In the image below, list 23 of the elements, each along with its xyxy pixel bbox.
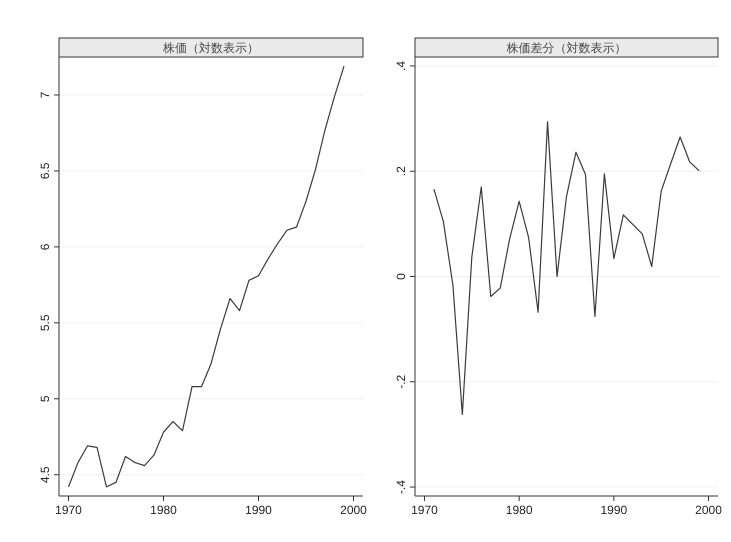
x-tick-label: 2000 (340, 503, 368, 517)
x-tick-label: 1980 (150, 503, 178, 517)
x-tick-label: 2000 (695, 503, 722, 517)
chart-title: 株価（対数表示） (162, 41, 259, 55)
x-tick-label: 1970 (411, 503, 438, 517)
y-tick-label: 6.5 (38, 162, 52, 180)
y-tick-label: .4 (394, 60, 408, 71)
line-series (68, 66, 345, 488)
y-tick-label: 6 (38, 243, 52, 250)
x-tick-label: 1970 (55, 503, 82, 517)
y-tick-label: 4.5 (38, 466, 52, 484)
x-tick-label: 1980 (506, 503, 533, 517)
y-tick-label: -.2 (394, 374, 408, 389)
y-tick-label: 0 (394, 272, 408, 280)
chart-title: 株価差分（対数表示） (506, 41, 626, 55)
line-series (433, 121, 700, 416)
x-tick-label: 1990 (245, 503, 272, 517)
y-tick-label: .2 (394, 166, 408, 176)
x-tick-label: 1990 (600, 503, 628, 517)
y-tick-label: 5 (38, 395, 52, 402)
y-tick-label: -.4 (394, 480, 408, 494)
y-tick-label: 7 (38, 91, 52, 98)
y-tick-label: 5.5 (38, 314, 52, 332)
